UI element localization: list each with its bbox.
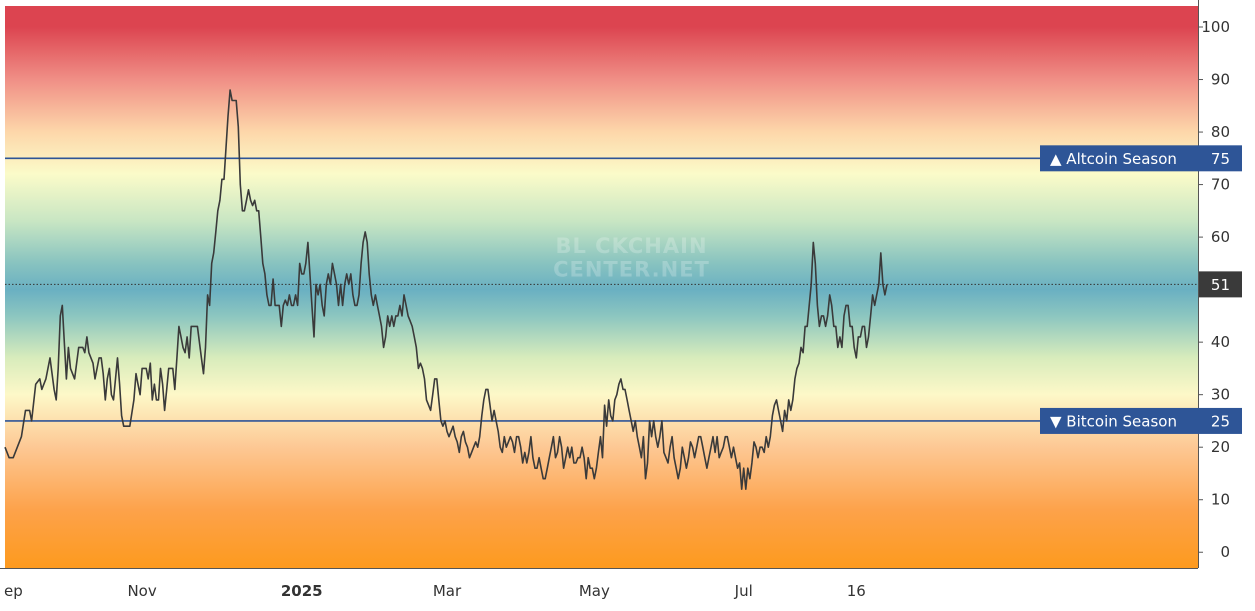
y-axis-ticks: 0102030405060708090100 (1198, 18, 1230, 561)
x-tick-label-0: ep (4, 582, 23, 600)
x-tick-label-2: 2025 (281, 582, 323, 600)
y-tick-label-90: 90 (1211, 71, 1230, 89)
y-tick-label-20: 20 (1211, 438, 1230, 456)
season-tag-label-0: ▲ Altcoin Season (1050, 150, 1177, 168)
y-tick-label-30: 30 (1211, 386, 1230, 404)
y-tick-label-70: 70 (1211, 176, 1230, 194)
season-tag-value-1: 25 (1211, 412, 1230, 430)
season-tag-box-1 (1040, 407, 1242, 434)
season-tag-box-0 (1040, 145, 1242, 172)
x-tick-label-4: May (579, 582, 610, 600)
season-tag-value-0: 75 (1211, 150, 1230, 168)
y-tick-label-80: 80 (1211, 123, 1230, 141)
y-tick-label-10: 10 (1211, 491, 1230, 509)
season-tag-label-1: ▼ Bitcoin Season (1050, 412, 1177, 430)
current-value-tag-label: 51 (1211, 276, 1230, 294)
x-tick-label-5: Jul (734, 582, 753, 600)
reference-lines (5, 157, 1198, 422)
current-value-tag-box (1199, 271, 1242, 298)
y-axis-panel (1198, 0, 1255, 611)
y-tick-label-100: 100 (1201, 18, 1230, 36)
x-tick-label-1: Nov (127, 582, 156, 600)
x-axis-ticks: ep Nov 2025 Mar May Jul 16 (4, 582, 866, 600)
watermark-line-1: BL CKCHAIN (555, 234, 707, 258)
y-tick-label-60: 60 (1211, 228, 1230, 246)
x-axis-panel (0, 568, 1255, 611)
watermark: BL CKCHAIN CENTER.NET (553, 234, 710, 282)
series-line-altcoin-index (4, 89, 888, 490)
axis-value-tags: ▲ Altcoin Season 75 ▼ Bitcoin Season 25 51 (1040, 145, 1242, 434)
y-tick-label-40: 40 (1211, 333, 1230, 351)
y-tick-label-0: 0 (1220, 543, 1230, 561)
watermark-line-2: CENTER.NET (553, 257, 710, 281)
plot-background (5, 6, 1198, 568)
x-tick-label-6: 16 (847, 582, 866, 600)
x-tick-label-3: Mar (433, 582, 462, 600)
